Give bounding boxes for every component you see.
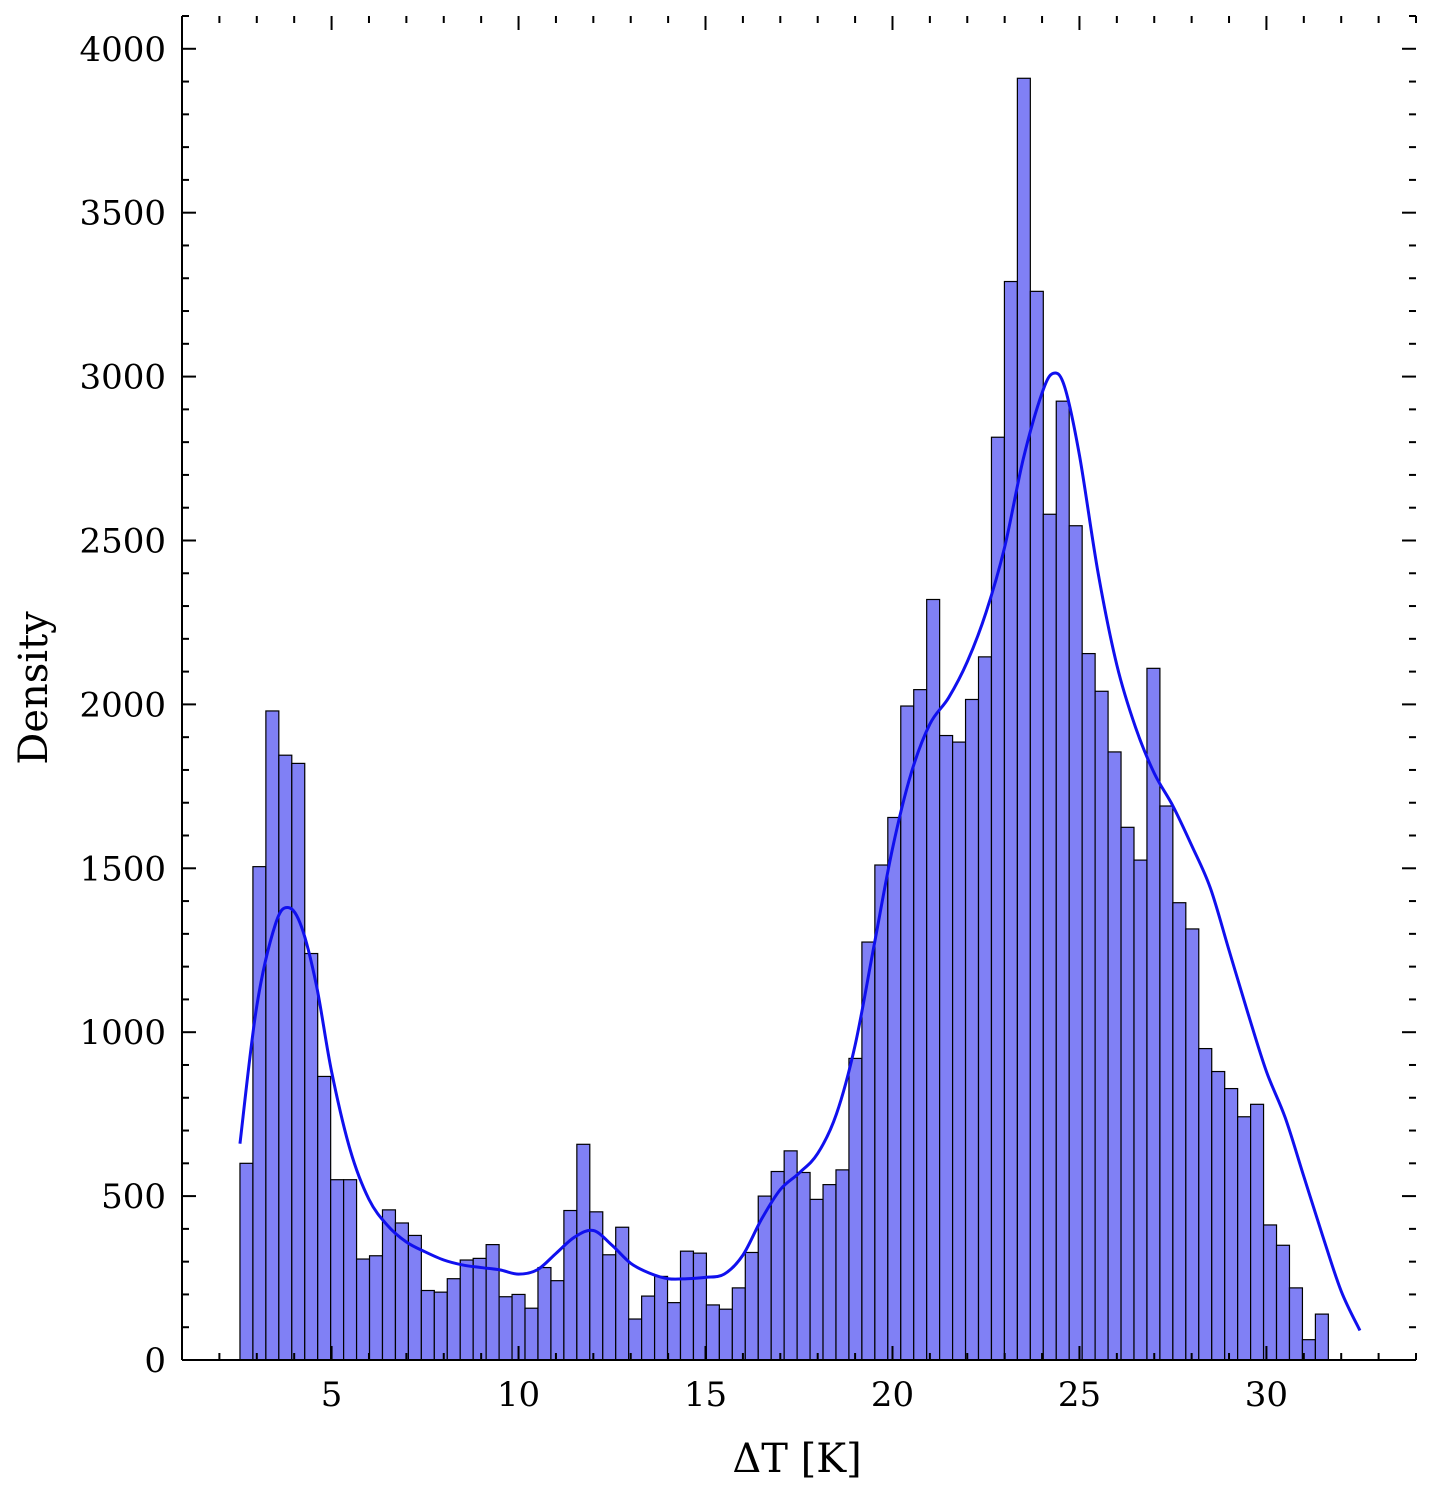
histogram-bar	[1016, 77, 1031, 1361]
histogram-bar	[485, 1244, 500, 1361]
histogram-bar	[1042, 513, 1057, 1361]
histogram-bars	[239, 77, 1329, 1361]
histogram-bar	[368, 1255, 384, 1361]
histogram-bar	[330, 1179, 345, 1361]
y-tick-label: 500	[101, 1177, 166, 1217]
histogram-bar	[835, 1169, 850, 1361]
y-tick-label: 3500	[79, 194, 166, 234]
y-tick-label: 3000	[79, 358, 166, 398]
histogram-bar	[796, 1171, 811, 1361]
histogram-bar	[1159, 805, 1174, 1361]
y-tick-label: 1500	[79, 849, 166, 889]
histogram-bar	[407, 1234, 422, 1361]
histogram-bar	[641, 1295, 656, 1361]
x-tick-label: 30	[1245, 1375, 1288, 1415]
histogram-bar	[1198, 1047, 1213, 1361]
histogram-bar	[679, 1250, 695, 1361]
histogram-bar	[252, 866, 267, 1361]
histogram-bar	[459, 1259, 474, 1361]
histogram-bar	[278, 754, 293, 1361]
y-tick-label: 2000	[79, 685, 166, 725]
histogram-bar	[576, 1143, 591, 1361]
histogram-bar	[939, 734, 954, 1361]
histogram-bar	[1237, 1116, 1252, 1361]
axes-frame	[181, 16, 1416, 1361]
y-tick-label: 2500	[79, 521, 166, 561]
histogram-bar	[1068, 525, 1083, 1361]
histogram-bar	[1250, 1103, 1265, 1361]
histogram-bar	[615, 1226, 630, 1361]
histogram-bar	[1120, 826, 1135, 1361]
histogram-bar	[304, 952, 319, 1361]
histogram-bar	[913, 689, 928, 1361]
histogram-bar	[874, 864, 889, 1361]
histogram-bar	[1211, 1070, 1226, 1361]
histogram-bar	[718, 1308, 733, 1361]
histogram-bar	[498, 1296, 513, 1361]
histogram-bar	[977, 656, 993, 1361]
histogram-bar	[355, 1258, 371, 1361]
histogram-bar	[1094, 690, 1109, 1361]
histogram-bar	[848, 1057, 863, 1361]
histogram-bar	[291, 762, 306, 1361]
histogram-bar	[524, 1307, 539, 1361]
histogram-bar	[1172, 902, 1187, 1361]
histogram-bar	[822, 1184, 837, 1361]
histogram-bar	[744, 1251, 759, 1361]
histogram-bar	[653, 1275, 669, 1361]
x-axis-label: ΔT [K]	[732, 1436, 861, 1482]
y-tick-label: 4000	[79, 30, 166, 70]
histogram-bar	[420, 1289, 435, 1361]
x-tick-label: 10	[497, 1375, 540, 1415]
histogram-bar	[265, 710, 280, 1361]
histogram-bar	[343, 1179, 358, 1361]
histogram-bar	[1314, 1313, 1329, 1361]
histogram-bar	[1055, 400, 1070, 1361]
histogram-bar	[433, 1291, 448, 1361]
histogram-bar	[537, 1266, 552, 1361]
histogram-bar	[472, 1257, 487, 1361]
histogram-bar	[731, 1287, 746, 1361]
histogram-bar	[1003, 280, 1018, 1361]
histogram-bar	[692, 1252, 708, 1361]
x-tick-label: 20	[871, 1375, 914, 1415]
x-tick-label: 15	[684, 1375, 727, 1415]
histogram-bar	[1081, 652, 1096, 1361]
histogram-bar	[317, 1075, 332, 1361]
x-tick-label: 5	[321, 1375, 343, 1415]
x-tick-labels: 5 10 15 20 25 30	[321, 1375, 1288, 1415]
histogram-bar	[550, 1280, 565, 1361]
histogram-bar	[964, 698, 980, 1361]
x-tick-label: 25	[1058, 1375, 1101, 1415]
histogram-bar	[809, 1198, 824, 1361]
histogram-bar	[1029, 290, 1044, 1361]
histogram-bar	[705, 1304, 720, 1361]
y-axis-label: Density	[11, 611, 57, 765]
histogram-bar	[563, 1209, 578, 1361]
y-tick-labels: 0 500 1000 1500 2000 2500 3000 3500 4000	[79, 30, 166, 1381]
histogram-bar	[1275, 1244, 1291, 1361]
axis-ticks	[181, 15, 1417, 1361]
y-tick-label: 1000	[79, 1013, 166, 1053]
kde-curve	[238, 371, 1362, 1332]
histogram-bar	[951, 741, 967, 1361]
histogram-bar	[666, 1302, 682, 1361]
histogram-bar	[446, 1278, 461, 1361]
histogram-bar	[239, 1162, 254, 1361]
y-tick-label: 0	[144, 1341, 166, 1381]
histogram-bar	[602, 1254, 617, 1361]
histogram-bar	[1288, 1287, 1304, 1361]
histogram-bar	[1133, 859, 1148, 1361]
histogram-bar	[1262, 1224, 1278, 1361]
histogram-bar	[1185, 928, 1200, 1361]
histogram-bar	[1107, 751, 1122, 1361]
histogram-bar	[1224, 1087, 1239, 1361]
histogram-bar	[887, 816, 902, 1361]
